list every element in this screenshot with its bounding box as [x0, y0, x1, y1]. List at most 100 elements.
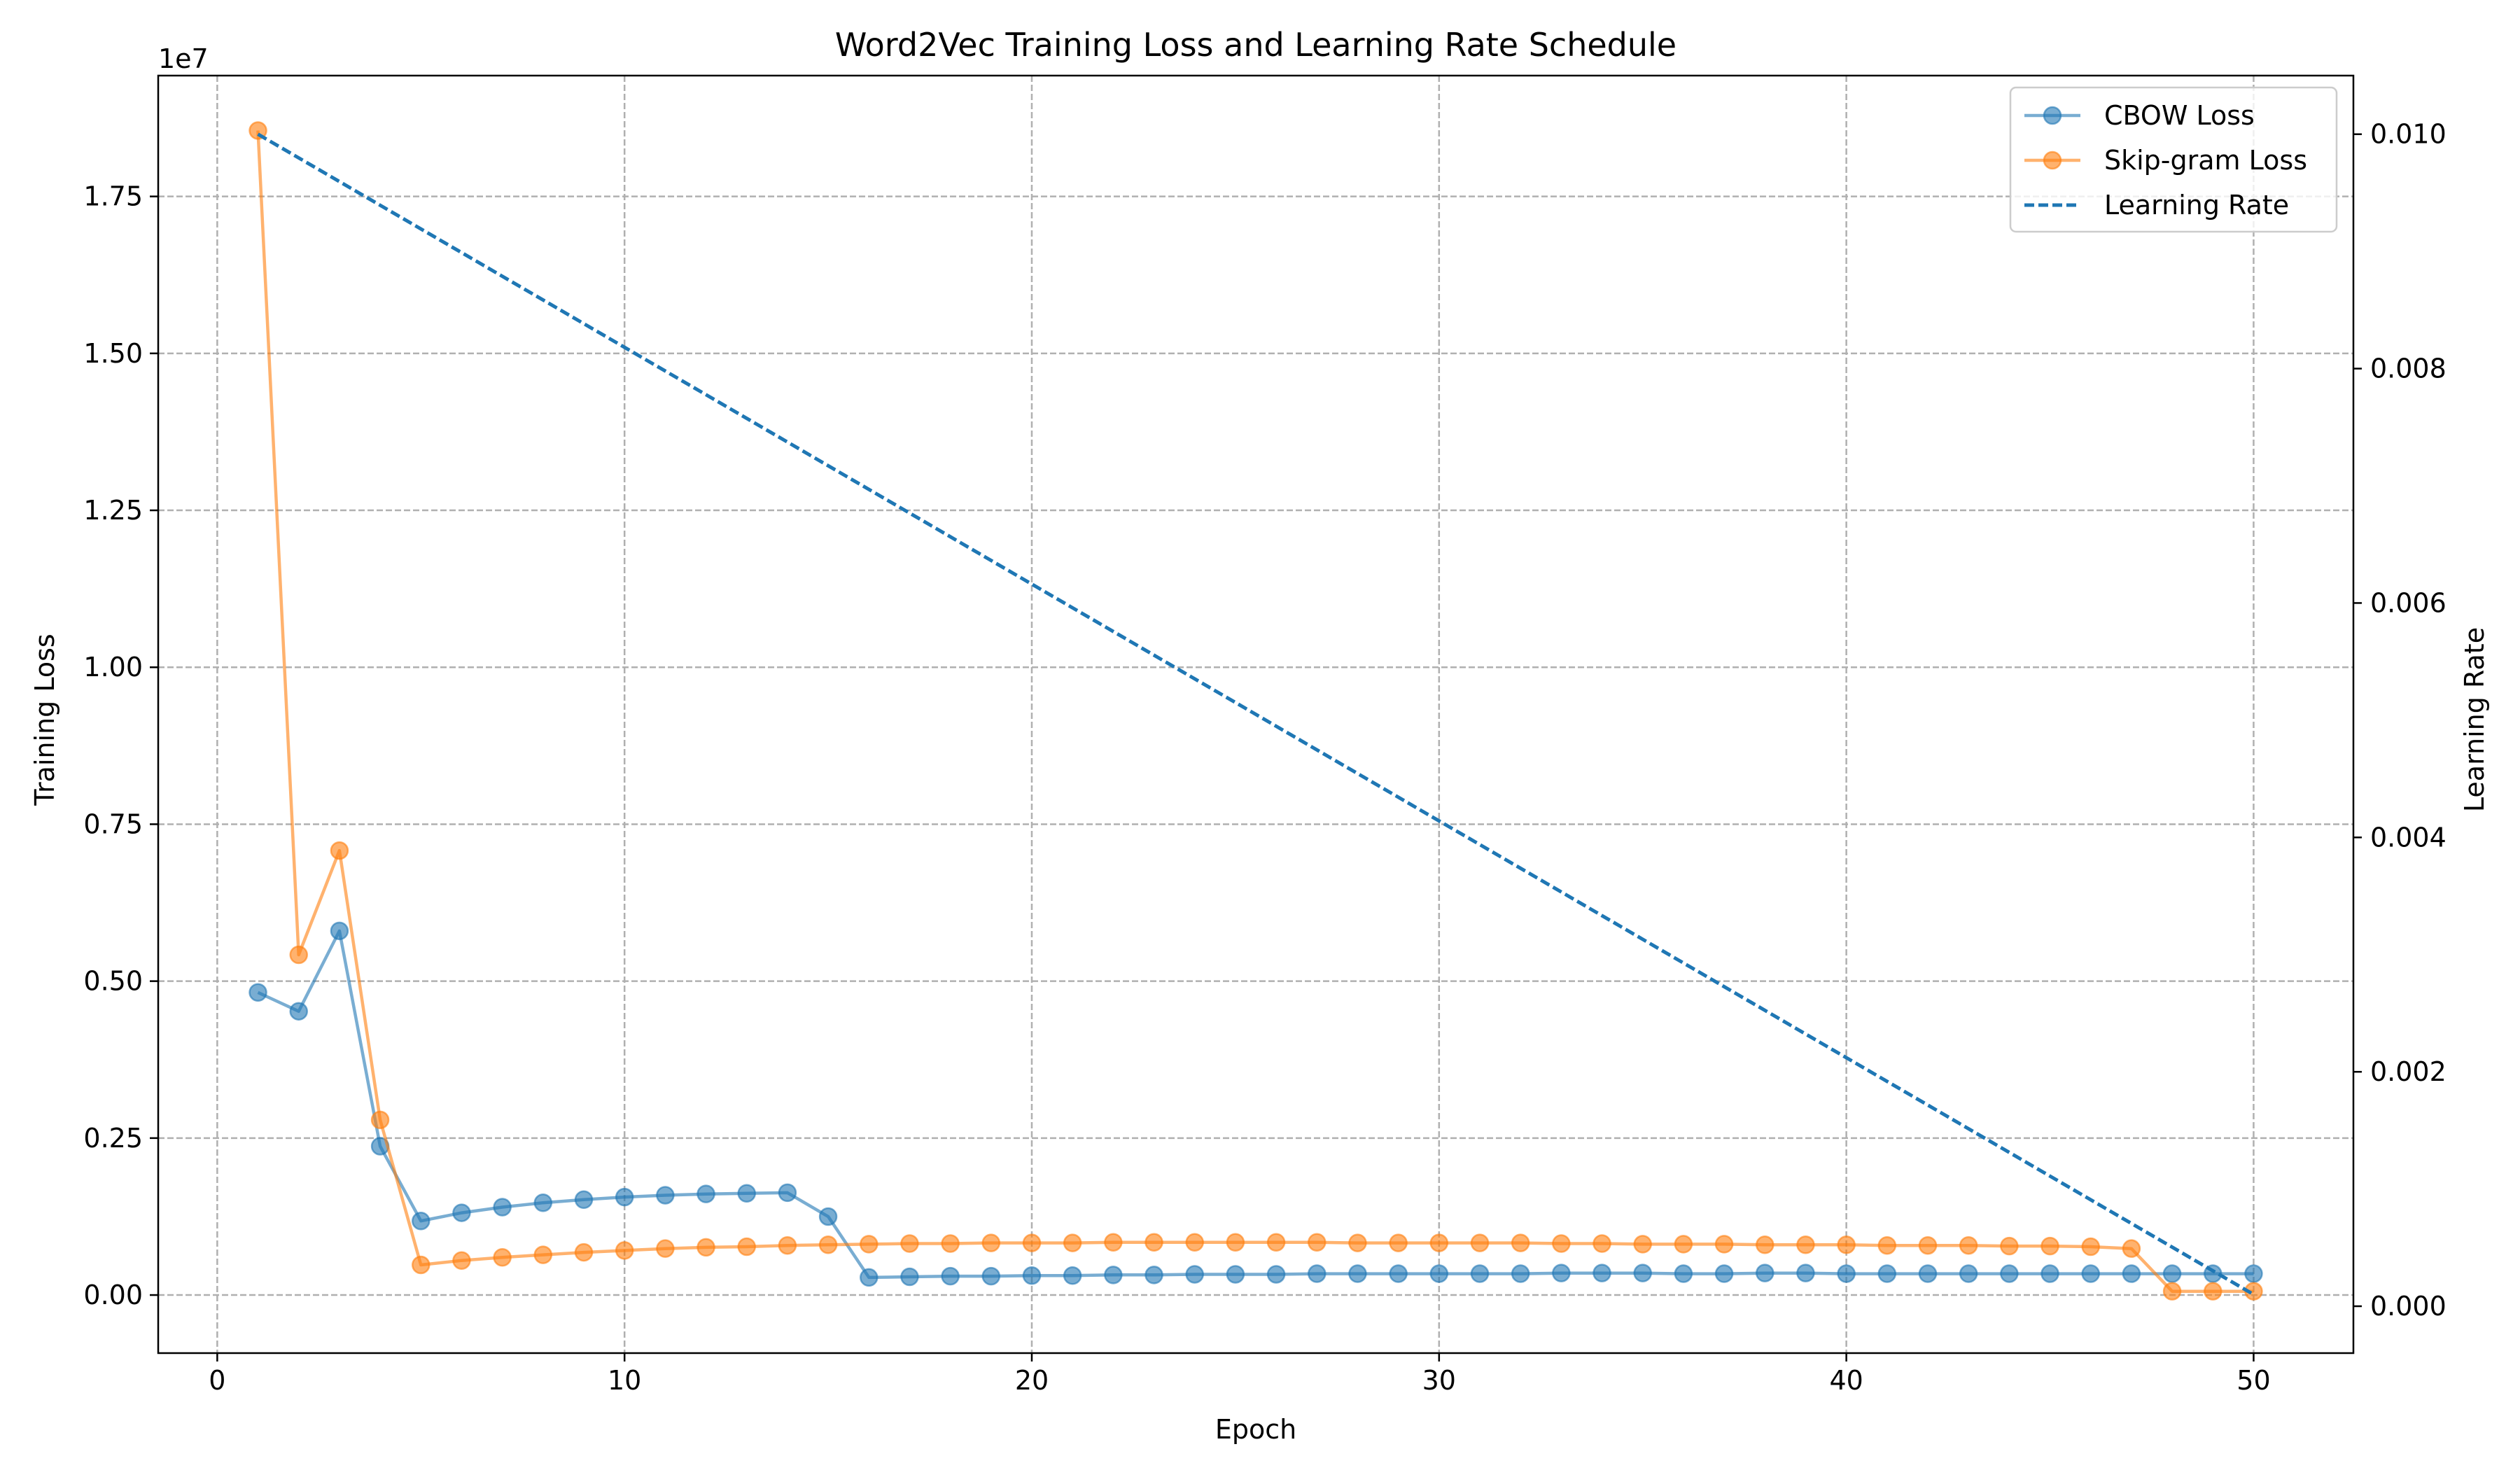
data-point [533, 1193, 553, 1212]
legend-marker [2043, 106, 2062, 125]
data-point [1837, 1236, 1856, 1254]
series-layer [248, 121, 2263, 1301]
legend-label: Skip-gram Loss [2104, 145, 2307, 176]
data-point [737, 1237, 756, 1256]
y-tick-label: 0.25 [83, 1123, 143, 1154]
legend-label: Learning Rate [2104, 190, 2289, 220]
y-offset-label: 1e7 [158, 43, 209, 74]
data-point [1552, 1264, 1571, 1282]
data-point [615, 1241, 634, 1260]
data-point [941, 1234, 960, 1253]
data-point [1714, 1264, 1734, 1283]
y-tick-label: 1.75 [83, 181, 143, 212]
data-point [818, 1207, 838, 1226]
x-tick-label: 10 [608, 1365, 641, 1396]
data-point [1022, 1266, 1042, 1285]
data-point [2040, 1236, 2059, 1256]
y2-tick-label: 0.010 [2370, 119, 2446, 150]
data-point [1592, 1264, 1611, 1282]
data-point [1348, 1264, 1367, 1283]
x-tick-label: 20 [1015, 1365, 1049, 1396]
data-point [696, 1184, 715, 1203]
data-point [1226, 1233, 1245, 1252]
y2-tick-label: 0.000 [2370, 1291, 2446, 1322]
legend-marker [2043, 150, 2062, 170]
data-point [330, 841, 349, 860]
data-point [533, 1245, 553, 1264]
data-point [1674, 1264, 1693, 1283]
data-point [1348, 1233, 1367, 1252]
data-point [370, 1110, 390, 1130]
data-point [1837, 1264, 1856, 1283]
data-point [1918, 1264, 1938, 1283]
data-point [412, 1211, 430, 1231]
data-point [2244, 1264, 2263, 1283]
data-point [1511, 1264, 1530, 1283]
data-point [452, 1251, 471, 1270]
data-point [1308, 1264, 1326, 1283]
data-point [493, 1198, 512, 1217]
data-point [1185, 1265, 1204, 1284]
data-point [981, 1266, 1001, 1286]
data-point [941, 1266, 960, 1286]
data-point [1756, 1236, 1774, 1254]
data-point [2081, 1264, 2100, 1283]
data-point [1796, 1264, 1815, 1282]
y2-tick-label: 0.004 [2370, 822, 2446, 853]
data-point [1633, 1235, 1652, 1254]
data-point [2000, 1236, 2019, 1256]
x-tick-label: 40 [1829, 1365, 1863, 1396]
data-point [1877, 1236, 1897, 1255]
data-point [615, 1187, 634, 1207]
legend-item: CBOW Loss [2024, 100, 2255, 131]
data-point [1877, 1264, 1897, 1283]
data-point [778, 1236, 797, 1255]
data-point [1104, 1233, 1123, 1252]
y-tick-label: 1.50 [83, 338, 143, 369]
data-point [860, 1268, 878, 1287]
data-point [1552, 1234, 1571, 1253]
data-point [1714, 1235, 1734, 1254]
data-point [1592, 1234, 1611, 1253]
legend-label: CBOW Loss [2104, 100, 2255, 131]
y-tick-label: 0.50 [83, 966, 143, 997]
data-point [1185, 1233, 1204, 1252]
chart-title: Word2Vec Training Loss and Learning Rate… [835, 26, 1676, 64]
data-point [2162, 1282, 2182, 1301]
data-point [900, 1234, 919, 1253]
data-point [1063, 1233, 1082, 1252]
data-point [656, 1186, 675, 1205]
y2-tick-label: 0.002 [2370, 1056, 2446, 1087]
data-point [1470, 1264, 1490, 1283]
data-point [737, 1184, 756, 1203]
legend-box [2009, 86, 2338, 233]
y-tick-label: 0.75 [83, 808, 143, 839]
data-point [1959, 1236, 1978, 1255]
data-point [1266, 1265, 1286, 1284]
data-point [574, 1242, 594, 1262]
data-point [2081, 1237, 2100, 1256]
data-point [2000, 1264, 2019, 1283]
legend-item: Skip-gram Loss [2024, 145, 2307, 176]
series-learning-rate [257, 132, 2255, 1296]
data-point [900, 1267, 919, 1287]
plot-frame [157, 74, 2355, 1354]
legend-item: Learning Rate [2024, 190, 2289, 220]
y-tick-label: 1.25 [83, 495, 143, 526]
legend: CBOW Loss Skip-gram Loss Learning Rate [2009, 86, 2338, 233]
data-point [1144, 1233, 1163, 1252]
x-tick-label: 0 [209, 1365, 225, 1396]
data-point [330, 921, 349, 941]
data-point [696, 1238, 715, 1257]
data-point [1470, 1233, 1490, 1252]
data-point [2204, 1282, 2222, 1301]
data-point [1959, 1264, 1978, 1283]
data-point [1389, 1264, 1408, 1283]
x-tick-label: 30 [1422, 1365, 1456, 1396]
data-point [1104, 1266, 1123, 1284]
data-point [248, 983, 267, 1002]
data-point [1511, 1233, 1530, 1252]
data-point [981, 1233, 1001, 1252]
data-point [1266, 1233, 1286, 1252]
